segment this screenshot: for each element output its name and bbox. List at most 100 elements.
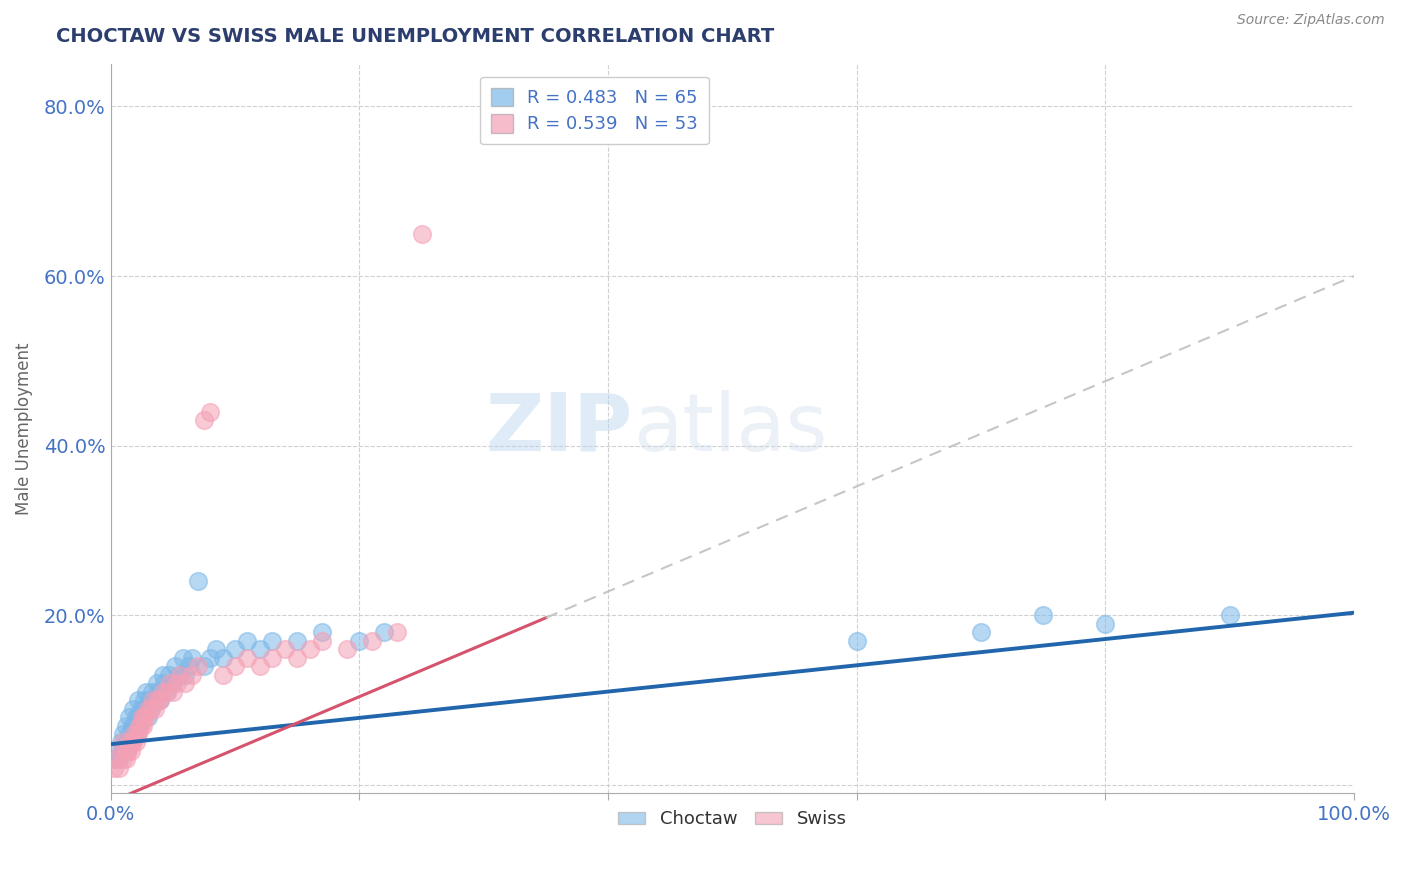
Point: [174, 676, 197, 690]
Point: [135, 710, 157, 724]
Point: [112, 735, 135, 749]
Point: [1094, 616, 1116, 631]
Point: [124, 727, 146, 741]
Point: [211, 650, 233, 665]
Point: [262, 633, 284, 648]
Point: [177, 659, 200, 673]
Point: [360, 633, 382, 648]
Point: [349, 633, 371, 648]
Point: [224, 642, 246, 657]
Point: [131, 710, 153, 724]
Text: atlas: atlas: [633, 390, 827, 467]
Point: [311, 633, 333, 648]
Point: [224, 659, 246, 673]
Point: [110, 744, 132, 758]
Point: [118, 735, 141, 749]
Point: [145, 676, 167, 690]
Point: [174, 667, 197, 681]
Point: [129, 718, 152, 732]
Point: [149, 693, 172, 707]
Point: [193, 413, 215, 427]
Point: [121, 735, 143, 749]
Point: [132, 701, 155, 715]
Point: [146, 693, 169, 707]
Point: [298, 642, 321, 657]
Point: [132, 718, 155, 732]
Point: [129, 701, 152, 715]
Point: [105, 752, 128, 766]
Point: [131, 710, 153, 724]
Point: [128, 718, 150, 732]
Point: [143, 693, 166, 707]
Point: [152, 667, 174, 681]
Point: [198, 405, 221, 419]
Point: [156, 684, 179, 698]
Point: [114, 752, 136, 766]
Point: [134, 693, 156, 707]
Point: [112, 744, 135, 758]
Point: [411, 227, 433, 241]
Point: [122, 735, 145, 749]
Point: [142, 693, 165, 707]
Point: [128, 718, 150, 732]
Point: [1219, 608, 1241, 623]
Point: [141, 684, 163, 698]
Point: [124, 710, 146, 724]
Point: [117, 735, 139, 749]
Point: [180, 667, 202, 681]
Text: ZIP: ZIP: [485, 390, 633, 467]
Point: [187, 574, 209, 589]
Point: [970, 625, 993, 640]
Point: [145, 701, 167, 715]
Point: [156, 684, 179, 698]
Point: [117, 744, 139, 758]
Point: [115, 744, 138, 758]
Point: [166, 676, 188, 690]
Point: [134, 710, 156, 724]
Point: [105, 744, 128, 758]
Point: [336, 642, 359, 657]
Point: [124, 727, 146, 741]
Point: [249, 642, 271, 657]
Y-axis label: Male Unemployment: Male Unemployment: [15, 343, 32, 515]
Point: [236, 633, 259, 648]
Text: CHOCTAW VS SWISS MALE UNEMPLOYMENT CORRELATION CHART: CHOCTAW VS SWISS MALE UNEMPLOYMENT CORRE…: [56, 27, 775, 45]
Point: [193, 659, 215, 673]
Text: Source: ZipAtlas.com: Source: ZipAtlas.com: [1237, 13, 1385, 28]
Point: [157, 667, 180, 681]
Point: [285, 633, 308, 648]
Point: [112, 752, 135, 766]
Point: [136, 701, 159, 715]
Point: [211, 667, 233, 681]
Point: [125, 727, 148, 741]
Point: [152, 684, 174, 698]
Point: [373, 625, 395, 640]
Point: [122, 701, 145, 715]
Point: [187, 659, 209, 673]
Point: [135, 684, 157, 698]
Point: [127, 693, 149, 707]
Point: [262, 650, 284, 665]
Point: [249, 659, 271, 673]
Point: [127, 727, 149, 741]
Point: [385, 625, 408, 640]
Point: [108, 752, 131, 766]
Point: [125, 718, 148, 732]
Point: [236, 650, 259, 665]
Point: [139, 701, 162, 715]
Point: [845, 633, 868, 648]
Point: [112, 727, 135, 741]
Point: [108, 761, 131, 775]
Point: [153, 676, 176, 690]
Point: [114, 744, 136, 758]
Point: [162, 684, 184, 698]
Point: [103, 752, 125, 766]
Point: [180, 650, 202, 665]
Point: [115, 735, 138, 749]
Point: [1032, 608, 1054, 623]
Point: [311, 625, 333, 640]
Point: [285, 650, 308, 665]
Point: [162, 676, 184, 690]
Point: [146, 684, 169, 698]
Point: [103, 761, 125, 775]
